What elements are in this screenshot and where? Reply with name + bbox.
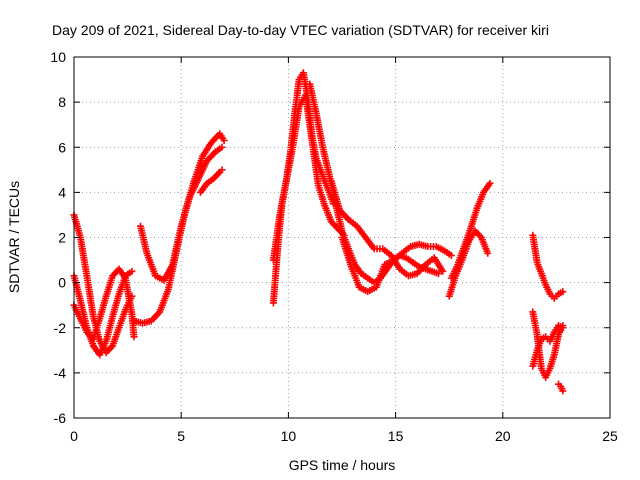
y-tick-label: 0 <box>58 275 66 291</box>
x-tick-label: 15 <box>388 428 404 444</box>
x-axis-ticks: 0 5 10 15 20 25 <box>70 57 618 444</box>
data-point <box>559 387 567 395</box>
x-tick-label: 25 <box>602 428 618 444</box>
y-tick-label: 2 <box>58 230 66 246</box>
data-point <box>218 166 226 174</box>
y-tick-label: -4 <box>54 365 67 381</box>
data-point <box>434 270 442 278</box>
y-tick-label: 10 <box>50 49 66 65</box>
data-point <box>559 288 567 296</box>
y-axis-title: SDTVAR / TECUs <box>6 181 22 293</box>
data-point <box>484 249 492 257</box>
x-tick-label: 10 <box>281 428 297 444</box>
data-point <box>559 321 567 329</box>
data-point <box>486 179 494 187</box>
data-points <box>70 69 567 395</box>
y-axis-ticks: -6 -4 -2 0 2 4 6 8 10 <box>50 49 610 426</box>
y-tick-label: 8 <box>58 94 66 110</box>
data-point <box>130 333 138 341</box>
x-tick-label: 0 <box>70 428 78 444</box>
x-axis-title: GPS time / hours <box>289 457 396 473</box>
data-point <box>128 267 136 275</box>
y-tick-label: -6 <box>54 410 67 426</box>
x-tick-label: 20 <box>495 428 511 444</box>
x-tick-label: 5 <box>177 428 185 444</box>
y-tick-label: 6 <box>58 139 66 155</box>
data-point <box>439 267 447 275</box>
data-point <box>218 143 226 151</box>
y-tick-label: 4 <box>58 184 66 200</box>
data-point <box>220 136 228 144</box>
y-tick-label: -2 <box>54 320 67 336</box>
data-point <box>447 252 455 260</box>
chart-title: Day 209 of 2021, Sidereal Day-to-day VTE… <box>52 22 549 38</box>
